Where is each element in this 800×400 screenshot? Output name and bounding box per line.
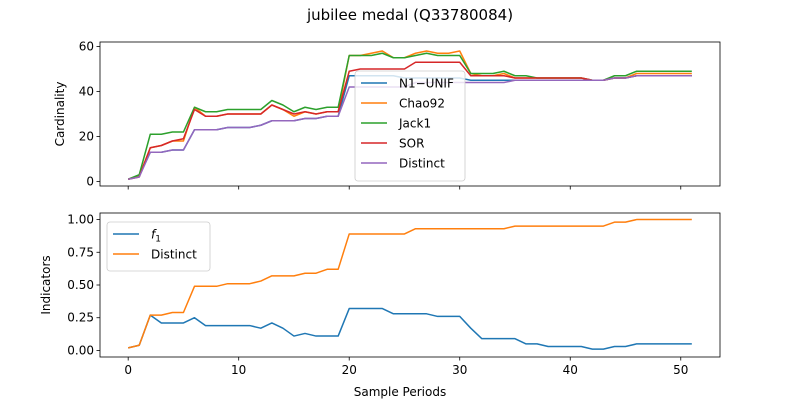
axes-frame — [99, 41, 721, 187]
y-tick-label: 0.25 — [67, 311, 94, 325]
legend-label: f1 — [151, 228, 161, 245]
y-tick-label: 0.50 — [67, 278, 94, 292]
figure-title: jubilee medal (Q33780084) — [306, 6, 513, 24]
y-tick-label: 0.75 — [67, 245, 94, 259]
legend: N1−UNIF Chao92 Jack1 SOR Distinct — [354, 70, 466, 182]
x-tick-label: 40 — [563, 363, 578, 377]
x-tick-label: 50 — [673, 363, 688, 377]
legend-box — [106, 221, 211, 272]
legend-label: Distinct — [399, 157, 445, 171]
y-tick-label: 40 — [79, 85, 94, 99]
series-line-1-0 — [128, 307, 692, 350]
legend-label: Jack1 — [398, 117, 431, 131]
y-tick-label: 0 — [86, 175, 94, 189]
y-tick-label: 20 — [79, 130, 94, 144]
x-axis-label: Sample Periods — [354, 385, 446, 399]
x-tick-label: 30 — [452, 363, 467, 377]
y-tick-label: 60 — [79, 40, 94, 54]
y-tick-label: 1.00 — [67, 213, 94, 227]
legend-box — [354, 70, 466, 182]
series-line-1-1 — [128, 218, 692, 349]
indicators-panel: 0 10 20 30 40 50 0.00 0.25 0.50 0.75 1.00 Indicator… — [39, 213, 721, 399]
y-axis-label: Indicators — [39, 255, 53, 314]
y-tick-label: 0.00 — [67, 343, 94, 357]
legend-label: N1−UNIF — [399, 77, 454, 91]
legend-label: Distinct — [151, 248, 197, 262]
x-tick-label: 10 — [231, 363, 246, 377]
legend: f1 Distinct — [106, 221, 211, 272]
cardinality-panel: 0 20 40 60 Cardinality N1−UNIF Chao92 Jack1 SOR D… — [53, 40, 721, 190]
x-tick-label: 20 — [342, 363, 357, 377]
y-axis-label: Cardinality — [53, 82, 67, 147]
legend-label: SOR — [399, 137, 424, 151]
x-tick-label: 0 — [124, 363, 132, 377]
legend-label: Chao92 — [399, 97, 445, 111]
